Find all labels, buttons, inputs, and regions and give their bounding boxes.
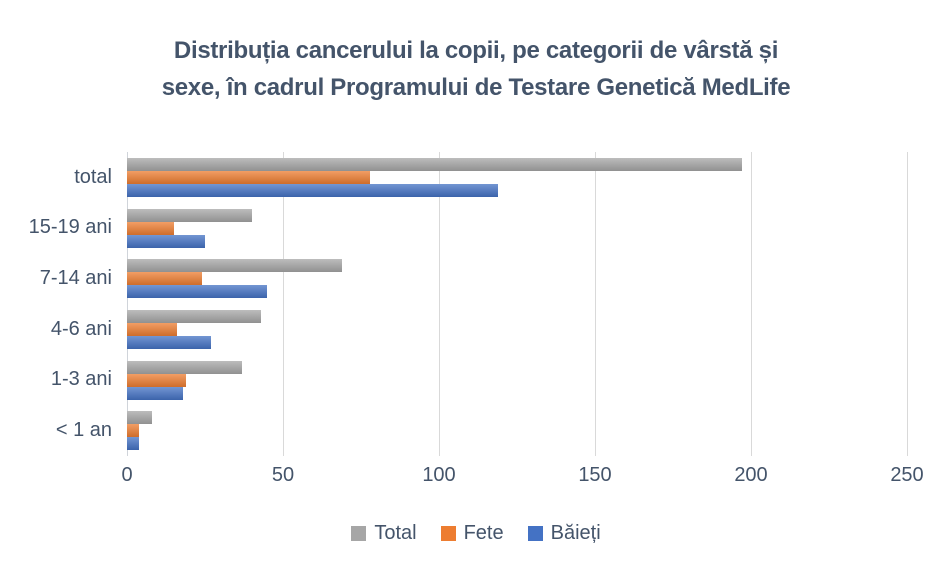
gridline-100 — [439, 152, 440, 456]
bar-total-1-3-ani — [127, 360, 243, 374]
legend-swatch-total — [351, 526, 367, 541]
legend-item-băieți: Băieți — [527, 522, 601, 545]
value-tick-150: 150 — [578, 464, 612, 486]
value-tick-250: 250 — [890, 464, 924, 486]
legend-swatch-fete — [440, 526, 456, 541]
bar-băieți-total — [127, 183, 499, 197]
bar-băieți-15-19-ani — [127, 234, 205, 248]
value-tick-0: 0 — [121, 464, 133, 486]
chart-title-line-1: Distribuția cancerului la copii, pe cate… — [173, 37, 779, 64]
bar-total--1-an — [127, 411, 152, 425]
category-label-15-19-ani: 15-19 ani — [28, 216, 112, 239]
category-axis: total 15-19 ani 7-14 ani 4-6 ani 1-3 ani < 1 … — [0, 152, 112, 456]
bar-fete-7-14-ani — [127, 272, 202, 286]
bar-băieți-1-3-ani — [127, 386, 184, 400]
category-label-4-6-ani: 4-6 ani — [50, 317, 112, 340]
category-label-1-3-ani: 1-3 ani — [50, 368, 112, 391]
bar-total-total — [127, 157, 742, 171]
bar-băieți-7-14-ani — [127, 285, 268, 299]
chart-title: Distribuția cancerului la copii, pe cate… — [0, 32, 952, 106]
gridline-200 — [751, 152, 752, 456]
axis-line-zero — [127, 152, 128, 456]
bar-total-4-6-ani — [127, 309, 262, 323]
bar-fete-4-6-ani — [127, 322, 177, 336]
category-label--1-an: < 1 an — [55, 419, 112, 442]
chart-title-line-2: sexe, în cadrul Programului de Testare G… — [161, 74, 791, 101]
bar-băieți--1-an — [127, 437, 140, 451]
legend-label-fete: Fete — [463, 522, 504, 544]
gridline-50 — [283, 152, 284, 456]
legend: Total Fete Băieți — [0, 522, 952, 545]
bar-fete-1-3-ani — [127, 373, 187, 387]
legend-item-total: Total — [351, 522, 417, 545]
bar-fete-total — [127, 170, 371, 184]
bar-total-7-14-ani — [127, 259, 343, 273]
value-tick-100: 100 — [422, 464, 456, 486]
category-label-7-14-ani: 7-14 ani — [39, 267, 112, 290]
legend-swatch-băieți — [527, 526, 543, 541]
legend-item-fete: Fete — [440, 522, 504, 545]
bar-total-15-19-ani — [127, 208, 252, 222]
bar-fete-15-19-ani — [127, 221, 174, 235]
value-tick-50: 50 — [271, 464, 295, 486]
value-tick-200: 200 — [734, 464, 768, 486]
bar-băieți-4-6-ani — [127, 335, 212, 349]
gridline-150 — [595, 152, 596, 456]
legend-label-total: Total — [374, 522, 417, 544]
bar-fete--1-an — [127, 424, 140, 438]
legend-label-băieți: Băieți — [550, 522, 601, 544]
gridline-250 — [907, 152, 908, 456]
category-label-total: total — [74, 165, 112, 188]
plot-area — [127, 152, 908, 456]
